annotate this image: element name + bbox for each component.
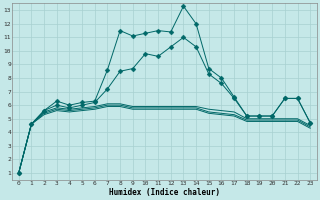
X-axis label: Humidex (Indice chaleur): Humidex (Indice chaleur)	[109, 188, 220, 197]
